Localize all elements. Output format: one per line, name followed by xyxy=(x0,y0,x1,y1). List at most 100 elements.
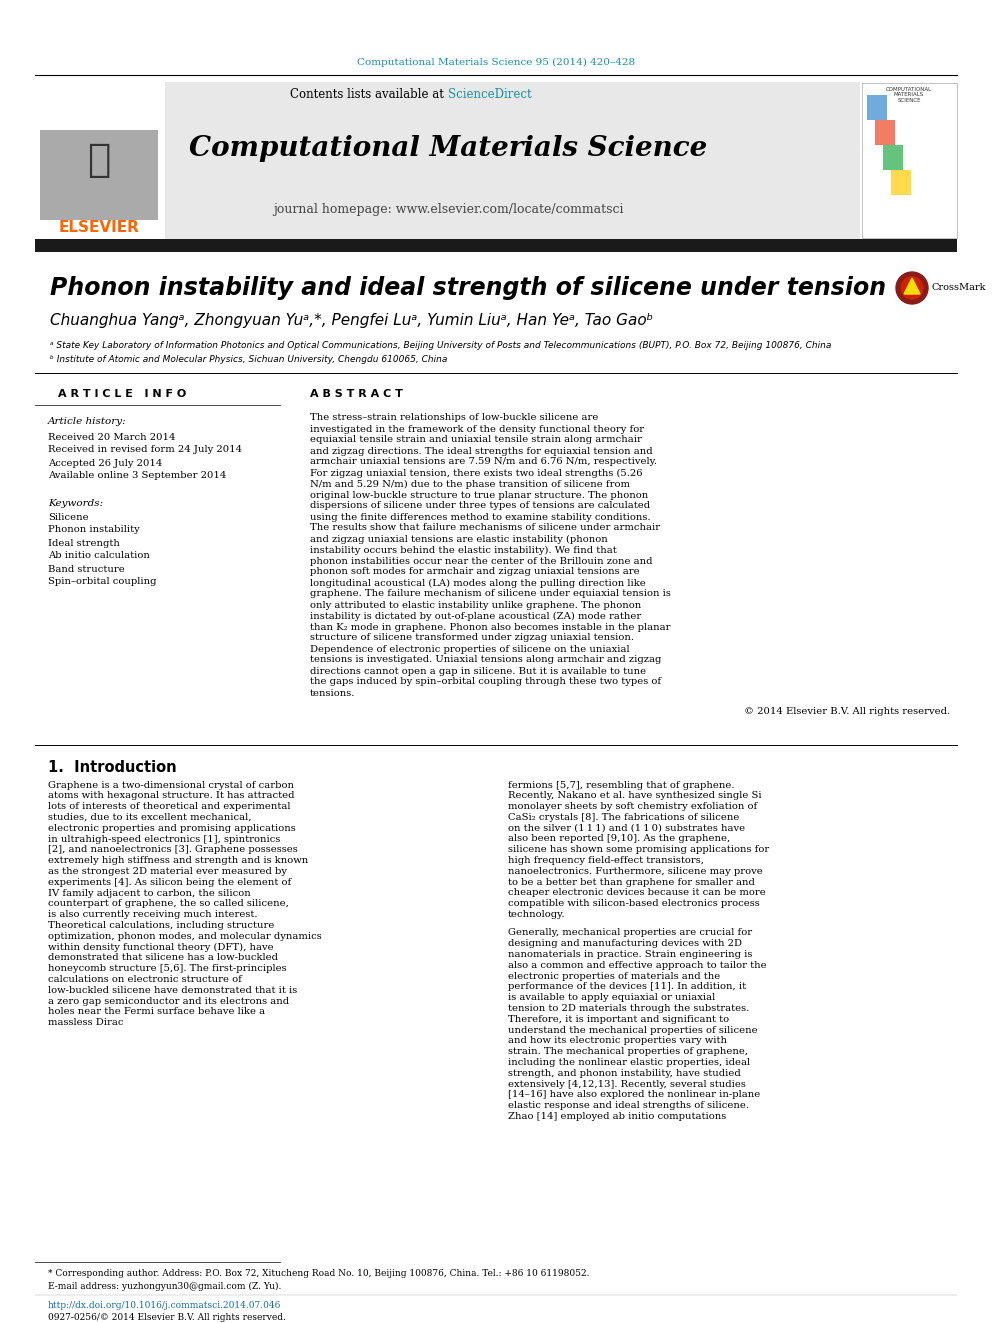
Text: equiaxial tensile strain and uniaxial tensile strain along armchair: equiaxial tensile strain and uniaxial te… xyxy=(310,435,642,445)
Text: ELSEVIER: ELSEVIER xyxy=(59,221,140,235)
Text: 0927-0256/© 2014 Elsevier B.V. All rights reserved.: 0927-0256/© 2014 Elsevier B.V. All right… xyxy=(48,1312,286,1322)
Text: and zigzag directions. The ideal strengths for equiaxial tension and: and zigzag directions. The ideal strengt… xyxy=(310,446,653,455)
Text: For zigzag uniaxial tension, there exists two ideal strengths (5.26: For zigzag uniaxial tension, there exist… xyxy=(310,468,643,478)
Text: 1.  Introduction: 1. Introduction xyxy=(48,759,177,774)
Text: tension to 2D materials through the substrates.: tension to 2D materials through the subs… xyxy=(508,1004,749,1013)
Text: COMPUTATIONAL
MATERIALS
SCIENCE: COMPUTATIONAL MATERIALS SCIENCE xyxy=(886,87,932,103)
Text: Keywords:: Keywords: xyxy=(48,500,103,508)
Text: performance of the devices [11]. In addition, it: performance of the devices [11]. In addi… xyxy=(508,983,746,991)
Bar xyxy=(35,239,957,251)
Text: Graphene is a two-dimensional crystal of carbon: Graphene is a two-dimensional crystal of… xyxy=(48,781,294,790)
Text: Chuanghua Yangᵃ, Zhongyuan Yuᵃ,*, Pengfei Luᵃ, Yumin Liuᵃ, Han Yeᵃ, Tao Gaoᵇ: Chuanghua Yangᵃ, Zhongyuan Yuᵃ,*, Pengfe… xyxy=(50,312,654,328)
Text: Recently, Nakano et al. have synthesized single Si: Recently, Nakano et al. have synthesized… xyxy=(508,791,762,800)
Bar xyxy=(867,95,887,120)
Text: Theoretical calculations, including structure: Theoretical calculations, including stru… xyxy=(48,921,275,930)
Text: original low-buckle structure to true planar structure. The phonon: original low-buckle structure to true pl… xyxy=(310,491,648,500)
Text: atoms with hexagonal structure. It has attracted: atoms with hexagonal structure. It has a… xyxy=(48,791,295,800)
Text: Spin–orbital coupling: Spin–orbital coupling xyxy=(48,578,157,586)
Text: © 2014 Elsevier B.V. All rights reserved.: © 2014 Elsevier B.V. All rights reserved… xyxy=(744,708,950,717)
Text: CrossMark: CrossMark xyxy=(931,283,985,292)
Text: massless Dirac: massless Dirac xyxy=(48,1019,123,1027)
Text: Ab initio calculation: Ab initio calculation xyxy=(48,552,150,561)
Circle shape xyxy=(901,277,923,299)
Text: [2], and nanoelectronics [3]. Graphene possesses: [2], and nanoelectronics [3]. Graphene p… xyxy=(48,845,298,855)
Text: optimization, phonon modes, and molecular dynamics: optimization, phonon modes, and molecula… xyxy=(48,931,321,941)
Text: fermions [5,7], resembling that of graphene.: fermions [5,7], resembling that of graph… xyxy=(508,781,734,790)
Text: Band structure: Band structure xyxy=(48,565,125,573)
Text: instability occurs behind the elastic instability). We find that: instability occurs behind the elastic in… xyxy=(310,545,617,554)
Text: calculations on electronic structure of: calculations on electronic structure of xyxy=(48,975,242,984)
Text: Therefore, it is important and significant to: Therefore, it is important and significa… xyxy=(508,1015,729,1024)
Text: electronic properties of materials and the: electronic properties of materials and t… xyxy=(508,971,720,980)
Text: as the strongest 2D material ever measured by: as the strongest 2D material ever measur… xyxy=(48,867,287,876)
Text: understand the mechanical properties of silicene: understand the mechanical properties of … xyxy=(508,1025,758,1035)
Text: is available to apply equiaxial or uniaxial: is available to apply equiaxial or uniax… xyxy=(508,994,715,1003)
Text: Phonon instability: Phonon instability xyxy=(48,525,140,534)
Text: strength, and phonon instability, have studied: strength, and phonon instability, have s… xyxy=(508,1069,741,1078)
Text: http://dx.doi.org/10.1016/j.commatsci.2014.07.046: http://dx.doi.org/10.1016/j.commatsci.20… xyxy=(48,1301,282,1310)
Text: experiments [4]. As silicon being the element of: experiments [4]. As silicon being the el… xyxy=(48,877,292,886)
Text: cheaper electronic devices because it can be more: cheaper electronic devices because it ca… xyxy=(508,889,766,897)
Text: Phonon instability and ideal strength of silicene under tension: Phonon instability and ideal strength of… xyxy=(50,277,886,300)
Text: holes near the Fermi surface behave like a: holes near the Fermi surface behave like… xyxy=(48,1007,265,1016)
Text: also been reported [9,10]. As the graphene,: also been reported [9,10]. As the graphe… xyxy=(508,835,730,844)
Text: N/m and 5.29 N/m) due to the phase transition of silicene from: N/m and 5.29 N/m) due to the phase trans… xyxy=(310,479,630,488)
Text: nanoelectronics. Furthermore, silicene may prove: nanoelectronics. Furthermore, silicene m… xyxy=(508,867,763,876)
Text: including the nonlinear elastic properties, ideal: including the nonlinear elastic properti… xyxy=(508,1058,750,1068)
Text: tensions.: tensions. xyxy=(310,688,355,697)
Text: The results show that failure mechanisms of silicene under armchair: The results show that failure mechanisms… xyxy=(310,524,660,532)
Text: Available online 3 September 2014: Available online 3 September 2014 xyxy=(48,471,226,480)
Text: * Corresponding author. Address: P.O. Box 72, Xitucheng Road No. 10, Beijing 100: * Corresponding author. Address: P.O. Bo… xyxy=(48,1270,589,1278)
Polygon shape xyxy=(904,278,920,294)
Text: A B S T R A C T: A B S T R A C T xyxy=(310,389,403,400)
Bar xyxy=(35,82,860,239)
Text: IV family adjacent to carbon, the silicon: IV family adjacent to carbon, the silico… xyxy=(48,889,251,897)
Text: compatible with silicon-based electronics process: compatible with silicon-based electronic… xyxy=(508,900,760,909)
Text: Generally, mechanical properties are crucial for: Generally, mechanical properties are cru… xyxy=(508,929,752,938)
Text: phonon instabilities occur near the center of the Brillouin zone and: phonon instabilities occur near the cent… xyxy=(310,557,653,565)
Text: monolayer sheets by soft chemistry exfoliation of: monolayer sheets by soft chemistry exfol… xyxy=(508,802,757,811)
Text: structure of silicene transformed under zigzag uniaxial tension.: structure of silicene transformed under … xyxy=(310,634,634,643)
Text: phonon soft modes for armchair and zigzag uniaxial tensions are: phonon soft modes for armchair and zigza… xyxy=(310,568,640,577)
Text: Received in revised form 24 July 2014: Received in revised form 24 July 2014 xyxy=(48,446,242,455)
Bar xyxy=(891,169,911,194)
Text: honeycomb structure [5,6]. The first-principles: honeycomb structure [5,6]. The first-pri… xyxy=(48,964,287,974)
Text: investigated in the framework of the density functional theory for: investigated in the framework of the den… xyxy=(310,425,644,434)
Text: technology.: technology. xyxy=(508,910,565,919)
Text: directions cannot open a gap in silicene. But it is available to tune: directions cannot open a gap in silicene… xyxy=(310,667,646,676)
Text: Accepted 26 July 2014: Accepted 26 July 2014 xyxy=(48,459,163,467)
Text: and zigzag uniaxial tensions are elastic instability (phonon: and zigzag uniaxial tensions are elastic… xyxy=(310,534,608,544)
Text: to be a better bet than graphene for smaller and: to be a better bet than graphene for sma… xyxy=(508,877,755,886)
Text: graphene. The failure mechanism of silicene under equiaxial tension is: graphene. The failure mechanism of silic… xyxy=(310,590,671,598)
Text: extremely high stiffness and strength and is known: extremely high stiffness and strength an… xyxy=(48,856,309,865)
Text: 🌲: 🌲 xyxy=(87,142,111,179)
Text: within density functional theory (DFT), have: within density functional theory (DFT), … xyxy=(48,942,274,951)
Text: Received 20 March 2014: Received 20 March 2014 xyxy=(48,433,176,442)
Text: E-mail address: yuzhongyun30@gmail.com (Z. Yu).: E-mail address: yuzhongyun30@gmail.com (… xyxy=(48,1282,282,1290)
Text: journal homepage: www.elsevier.com/locate/commatsci: journal homepage: www.elsevier.com/locat… xyxy=(273,204,623,217)
Bar xyxy=(883,146,903,169)
Text: using the finite differences method to examine stability conditions.: using the finite differences method to e… xyxy=(310,512,651,521)
Bar xyxy=(875,120,895,146)
Text: a zero gap semiconductor and its electrons and: a zero gap semiconductor and its electro… xyxy=(48,996,289,1005)
Text: designing and manufacturing devices with 2D: designing and manufacturing devices with… xyxy=(508,939,742,949)
Text: strain. The mechanical properties of graphene,: strain. The mechanical properties of gra… xyxy=(508,1048,748,1056)
Text: high frequency field-effect transistors,: high frequency field-effect transistors, xyxy=(508,856,704,865)
Bar xyxy=(40,130,158,220)
Text: CaSi₂ crystals [8]. The fabrications of silicene: CaSi₂ crystals [8]. The fabrications of … xyxy=(508,812,739,822)
Text: ᵃ State Key Laboratory of Information Photonics and Optical Communications, Beij: ᵃ State Key Laboratory of Information Ph… xyxy=(50,340,831,349)
Text: silicene has shown some promising applications for: silicene has shown some promising applic… xyxy=(508,845,769,855)
Text: Zhao [14] employed ab initio computations: Zhao [14] employed ab initio computation… xyxy=(508,1113,726,1121)
Text: Computational Materials Science 95 (2014) 420–428: Computational Materials Science 95 (2014… xyxy=(357,57,635,66)
Text: also a common and effective approach to tailor the: also a common and effective approach to … xyxy=(508,960,767,970)
Text: the gaps induced by spin–orbital coupling through these two types of: the gaps induced by spin–orbital couplin… xyxy=(310,677,661,687)
Text: The stress–strain relationships of low-buckle silicene are: The stress–strain relationships of low-b… xyxy=(310,414,598,422)
Text: and how its electronic properties vary with: and how its electronic properties vary w… xyxy=(508,1036,727,1045)
Text: dispersions of silicene under three types of tensions are calculated: dispersions of silicene under three type… xyxy=(310,501,650,511)
Text: ScienceDirect: ScienceDirect xyxy=(448,89,532,102)
Text: electronic properties and promising applications: electronic properties and promising appl… xyxy=(48,824,296,832)
Bar xyxy=(35,82,165,239)
Text: armchair uniaxial tensions are 7.59 N/m and 6.76 N/m, respectively.: armchair uniaxial tensions are 7.59 N/m … xyxy=(310,458,657,467)
Text: demonstrated that silicene has a low-buckled: demonstrated that silicene has a low-buc… xyxy=(48,954,278,962)
Text: on the silver (1 1 1) and (1 1 0) substrates have: on the silver (1 1 1) and (1 1 0) substr… xyxy=(508,824,745,832)
